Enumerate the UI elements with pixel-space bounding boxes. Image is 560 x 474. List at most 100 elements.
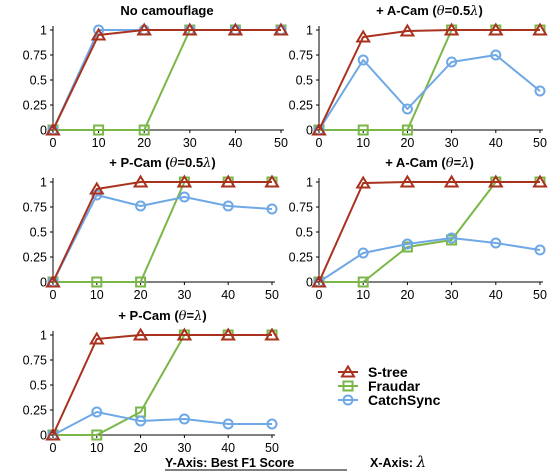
data-point-s-tree bbox=[443, 22, 460, 36]
x-tick-label: 40 bbox=[489, 136, 503, 150]
data-point-s-tree bbox=[89, 181, 105, 195]
x-tick-label: 0 bbox=[50, 441, 57, 455]
data-point-fraudar bbox=[91, 429, 103, 441]
data-point-s-tree bbox=[532, 22, 548, 36]
data-point-s-tree bbox=[89, 331, 105, 345]
data-point-s-tree bbox=[176, 174, 193, 188]
y-tick-label: 0.25 bbox=[289, 99, 313, 113]
data-point-s-tree bbox=[311, 122, 327, 136]
data-point-catchsync bbox=[91, 406, 103, 418]
x-tick-label: 50 bbox=[265, 288, 279, 302]
y-tick-label: 1 bbox=[306, 24, 313, 38]
data-point-catchsync bbox=[490, 237, 502, 249]
y-tick-label: 0.5 bbox=[30, 226, 47, 240]
x-tick-label: 20 bbox=[137, 136, 151, 150]
data-point-s-tree bbox=[220, 174, 236, 188]
data-point-fraudar bbox=[401, 124, 413, 136]
data-point-s-tree bbox=[399, 174, 416, 188]
data-point-s-tree bbox=[532, 174, 548, 188]
series-line-s-tree bbox=[52, 181, 272, 283]
x-tick-label: 10 bbox=[356, 288, 370, 302]
y-tick-label: 0.5 bbox=[296, 226, 313, 240]
data-point-fraudar bbox=[357, 276, 369, 288]
x-axis-caption-symbol: λ bbox=[416, 453, 427, 471]
series-fraudar bbox=[47, 24, 287, 136]
data-point-catchsync bbox=[357, 247, 369, 259]
x-tick-label: 30 bbox=[183, 136, 197, 150]
x-tick-label: 40 bbox=[221, 441, 235, 455]
y-tick-label: 0 bbox=[306, 124, 313, 138]
x-tick-label: 40 bbox=[221, 288, 235, 302]
data-point-s-tree bbox=[90, 27, 107, 41]
data-point-catchsync bbox=[357, 54, 369, 66]
data-point-s-tree bbox=[176, 327, 193, 341]
data-point-s-tree bbox=[227, 22, 244, 36]
x-axis-caption: X-Axis: λ bbox=[370, 453, 426, 471]
data-point-s-tree bbox=[311, 274, 327, 288]
data-point-catchsync bbox=[446, 232, 458, 244]
data-point-fraudar bbox=[357, 124, 369, 136]
data-point-catchsync bbox=[446, 56, 458, 68]
data-point-catchsync bbox=[266, 418, 278, 430]
y-tick-label: 0.75 bbox=[289, 49, 313, 63]
square-marker-icon bbox=[342, 380, 354, 392]
y-tick-label: 0.5 bbox=[30, 74, 47, 88]
series-line-catchsync bbox=[318, 54, 541, 131]
series-line-s-tree bbox=[52, 334, 272, 436]
x-tick-label: 30 bbox=[177, 441, 191, 455]
series-s-tree bbox=[45, 327, 280, 441]
series-line-catchsync bbox=[318, 237, 541, 283]
data-point-s-tree bbox=[45, 274, 61, 288]
y-tick-label: 0.25 bbox=[23, 251, 47, 265]
data-point-fraudar bbox=[138, 124, 150, 136]
chart-title: No camouflage bbox=[120, 3, 213, 18]
x-tick-label: 0 bbox=[316, 136, 323, 150]
x-tick-label: 0 bbox=[316, 288, 323, 302]
y-tick-label: 1 bbox=[306, 176, 313, 190]
data-point-s-tree bbox=[443, 174, 460, 188]
series-line-fraudar bbox=[53, 181, 272, 283]
y-tick-label: 0.75 bbox=[23, 354, 47, 368]
data-point-catchsync bbox=[401, 103, 413, 115]
series-s-tree bbox=[311, 174, 548, 288]
y-axis-caption: Y-Axis: Best F1 Score bbox=[165, 456, 294, 470]
x-tick-label: 50 bbox=[265, 441, 279, 455]
y-tick-label: 0 bbox=[306, 276, 313, 290]
x-tick-label: 40 bbox=[228, 136, 242, 150]
triangle-marker-icon bbox=[340, 364, 356, 378]
data-point-s-tree bbox=[132, 174, 149, 188]
data-point-catchsync bbox=[178, 191, 190, 203]
legend-label: CatchSync bbox=[368, 392, 441, 408]
x-tick-label: 10 bbox=[92, 136, 106, 150]
data-point-s-tree bbox=[45, 427, 61, 441]
x-tick-label: 0 bbox=[50, 288, 57, 302]
data-point-s-tree bbox=[355, 175, 371, 189]
x-tick-label: 10 bbox=[90, 288, 104, 302]
series-s-tree bbox=[45, 174, 280, 288]
data-point-s-tree bbox=[273, 22, 289, 36]
x-tick-label: 50 bbox=[274, 136, 288, 150]
legend-label: S-tree bbox=[368, 364, 408, 380]
series-s-tree bbox=[311, 22, 548, 136]
data-point-catchsync bbox=[534, 244, 546, 256]
circle-marker-icon bbox=[342, 394, 354, 406]
series-line-fraudar bbox=[319, 29, 540, 131]
series-s-tree bbox=[45, 22, 289, 136]
data-point-catchsync bbox=[135, 415, 147, 427]
x-axis-caption-label: X-Axis: bbox=[370, 456, 413, 470]
data-point-catchsync bbox=[178, 413, 190, 425]
legend-entry-fraudar: Fraudar bbox=[338, 378, 421, 394]
legend: S-tree Fraudar CatchSync bbox=[338, 364, 441, 408]
y-tick-label: 0 bbox=[40, 276, 47, 290]
data-point-catchsync bbox=[135, 200, 147, 212]
data-point-catchsync bbox=[534, 85, 546, 97]
data-point-s-tree bbox=[355, 29, 371, 43]
y-tick-label: 0.25 bbox=[23, 99, 47, 113]
data-point-s-tree bbox=[182, 22, 198, 36]
y-tick-label: 0.75 bbox=[23, 201, 47, 215]
y-tick-label: 0.25 bbox=[289, 251, 313, 265]
x-tick-label: 30 bbox=[177, 288, 191, 302]
